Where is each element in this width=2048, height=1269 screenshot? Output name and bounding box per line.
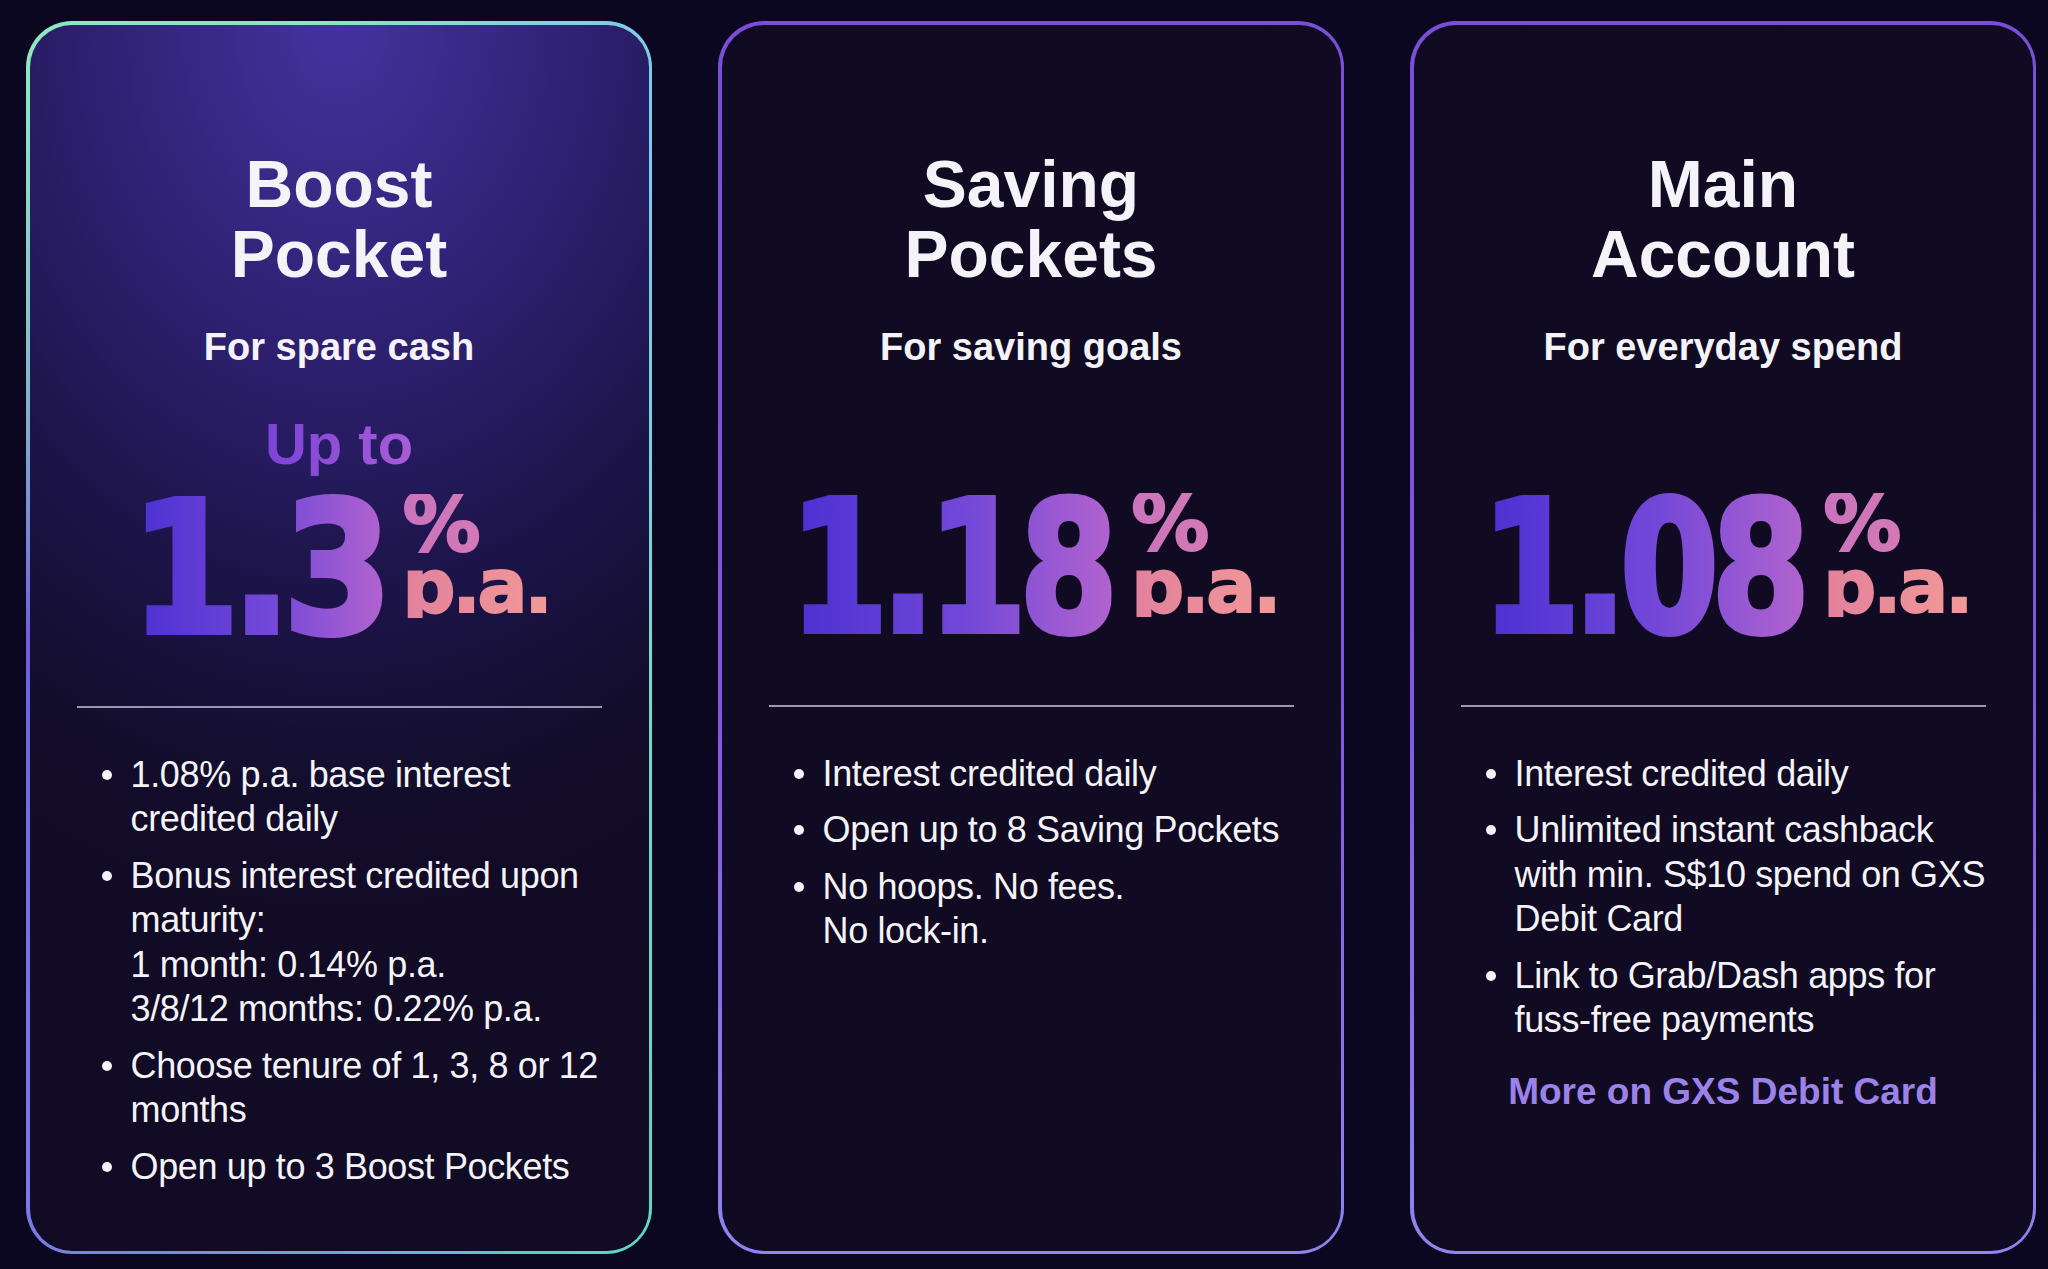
list-item: Interest credited daily [1461, 752, 1986, 797]
bullet-dot [102, 1061, 112, 1071]
bullet-dot [102, 1162, 112, 1172]
per-annum-label: p.a. [1131, 556, 1278, 617]
bullet-text: Link to Grab/Dash apps for fuss-free pay… [1515, 954, 1936, 1043]
bullet-text: 1.08% p.a. base interest credited daily [131, 753, 511, 842]
bullet-dot [102, 770, 112, 780]
per-annum-label: p.a. [402, 556, 549, 617]
list-item: Bonus interest credited upon maturity: 1… [77, 854, 602, 1032]
bullet-dot [1486, 971, 1496, 981]
card-main-account: Main Account For everyday spend 1.08 % p… [1410, 21, 2036, 1254]
list-item: No hoops. No fees. No lock-in. [769, 865, 1294, 954]
bullet-text: Open up to 8 Saving Pockets [823, 808, 1280, 853]
rate-value: 1.18 [789, 477, 1111, 659]
list-item: Unlimited instant cashback with min. S$1… [1461, 808, 1986, 942]
bullet-dot [1486, 769, 1496, 779]
bullet-dot [794, 769, 804, 779]
bullet-dot [794, 825, 804, 835]
rate-units: % p.a. [402, 478, 549, 618]
rate-units: % p.a. [1823, 477, 1970, 617]
card-subtitle: For spare cash [204, 326, 474, 369]
card-title: Boost Pocket [231, 149, 447, 290]
list-item: 1.08% p.a. base interest credited daily [77, 753, 602, 842]
interest-rate: 1.3 % p.a. [128, 478, 549, 660]
card-subtitle: For saving goals [880, 326, 1182, 369]
list-item: Link to Grab/Dash apps for fuss-free pay… [1461, 954, 1986, 1043]
card-boost-pocket-body: Boost Pocket For spare cash Up to 1.3 % … [30, 25, 649, 1251]
card-subtitle: For everyday spend [1543, 326, 1902, 369]
rate-value: 1.3 [131, 478, 385, 660]
list-item: Interest credited daily [769, 752, 1294, 797]
bullet-text: No hoops. No fees. No lock-in. [823, 865, 1125, 954]
bullet-dot [794, 882, 804, 892]
bullet-text: Unlimited instant cashback with min. S$1… [1515, 808, 1986, 942]
list-item: Open up to 3 Boost Pockets [77, 1145, 602, 1190]
accounts-pricing-section: Boost Pocket For spare cash Up to 1.3 % … [0, 0, 2048, 1269]
list-item: Open up to 8 Saving Pockets [769, 808, 1294, 853]
card-saving-pockets: Saving Pockets For saving goals 1.18 % p… [718, 21, 1344, 1254]
bullet-text: Interest credited daily [1515, 752, 1849, 797]
divider [769, 705, 1294, 707]
card-boost-pocket: Boost Pocket For spare cash Up to 1.3 % … [26, 21, 652, 1254]
per-annum-label: p.a. [1823, 556, 1970, 617]
interest-rate: 1.08 % p.a. [1476, 477, 1971, 659]
bullet-text: Choose tenure of 1, 3, 8 or 12 months [131, 1044, 599, 1133]
rate-units: % p.a. [1131, 477, 1278, 617]
bullet-text: Interest credited daily [823, 752, 1157, 797]
bullet-text: Open up to 3 Boost Pockets [131, 1145, 570, 1190]
divider [1461, 705, 1986, 707]
divider [77, 706, 602, 708]
card-title: Main Account [1591, 149, 1855, 290]
bullet-dot [102, 871, 112, 881]
list-item: Choose tenure of 1, 3, 8 or 12 months [77, 1044, 602, 1133]
bullet-text: Bonus interest credited upon maturity: 1… [131, 854, 579, 1032]
bullet-dot [1486, 825, 1496, 835]
feature-list: Interest credited daily Open up to 8 Sav… [769, 752, 1294, 954]
feature-list: 1.08% p.a. base interest credited daily … [77, 753, 602, 1190]
card-title: Saving Pockets [904, 149, 1157, 290]
card-main-account-body: Main Account For everyday spend 1.08 % p… [1414, 25, 2033, 1251]
more-on-debit-card-link[interactable]: More on GXS Debit Card [1508, 1071, 1938, 1113]
card-saving-pockets-body: Saving Pockets For saving goals 1.18 % p… [722, 25, 1341, 1251]
feature-list: Interest credited daily Unlimited instan… [1461, 752, 1986, 1043]
rate-value: 1.08 [1481, 477, 1803, 659]
interest-rate: 1.18 % p.a. [784, 477, 1279, 659]
